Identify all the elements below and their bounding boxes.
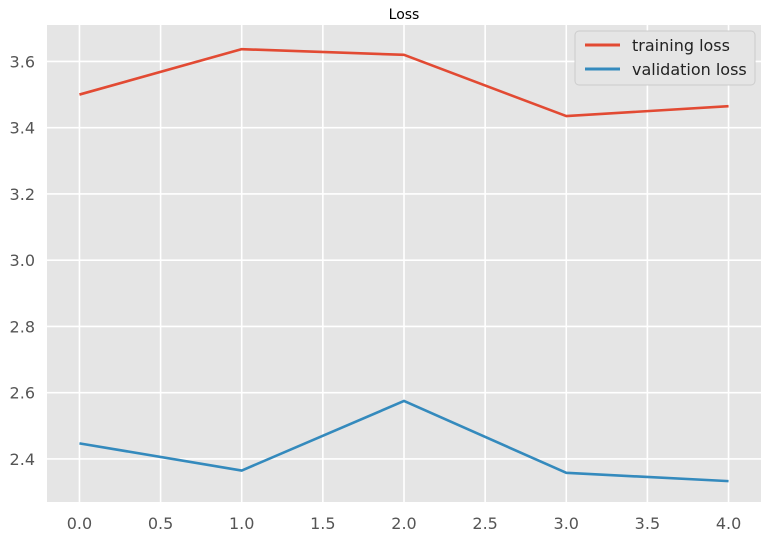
y-tick-label: 3.6 bbox=[10, 52, 35, 71]
y-tick-label: 2.8 bbox=[10, 317, 35, 336]
grid-lines bbox=[47, 25, 761, 502]
x-tick-label: 0.0 bbox=[67, 514, 92, 533]
x-tick-label: 1.5 bbox=[310, 514, 335, 533]
y-tick-label: 3.0 bbox=[10, 251, 35, 270]
y-tick-label: 3.2 bbox=[10, 185, 35, 204]
legend-label-validation-loss: validation loss bbox=[632, 60, 747, 79]
series-line-training-loss bbox=[79, 47, 729, 118]
chart-title: Loss bbox=[389, 7, 420, 23]
x-tick-label: 2.0 bbox=[391, 514, 416, 533]
y-tick-label: 2.6 bbox=[10, 384, 35, 403]
x-tick-label: 0.5 bbox=[148, 514, 173, 533]
series-line-validation-loss bbox=[79, 399, 729, 483]
legend-label-training-loss: training loss bbox=[632, 36, 730, 55]
series-lines bbox=[79, 47, 729, 483]
y-tick-label: 3.4 bbox=[10, 119, 35, 138]
tick-labels: 0.0 0.5 1.0 1.5 2.0 2.5 3.0 3.5 4.0 2.4 2.6 2.8 3.0 3… bbox=[10, 52, 742, 533]
x-tick-label: 4.0 bbox=[716, 514, 741, 533]
x-tick-label: 1.0 bbox=[229, 514, 254, 533]
y-tick-label: 2.4 bbox=[10, 450, 35, 469]
x-tick-label: 3.5 bbox=[635, 514, 660, 533]
legend: training loss validation loss bbox=[574, 30, 756, 86]
x-tick-label: 2.5 bbox=[472, 514, 497, 533]
x-tick-label: 3.0 bbox=[554, 514, 579, 533]
